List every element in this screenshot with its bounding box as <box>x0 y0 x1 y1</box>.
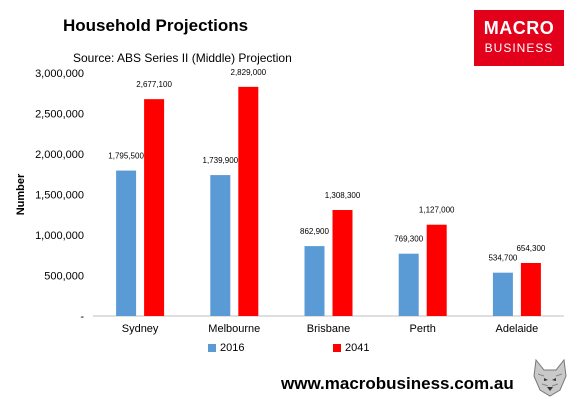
wolf-mascot-icon <box>528 356 572 400</box>
y-axis-label: Number <box>15 173 27 215</box>
logo-line2: BUSINESS <box>484 41 554 55</box>
bar <box>304 246 325 316</box>
data-label: 862,900 <box>300 227 329 236</box>
website-url[interactable]: www.macrobusiness.com.au <box>281 374 514 393</box>
legend-item-2041: 2041 <box>333 342 369 354</box>
x-tick-label: Brisbane <box>307 323 350 335</box>
logo-background <box>474 10 564 66</box>
legend-item-2016: 2016 <box>208 342 244 354</box>
legend-label-2016: 2016 <box>220 342 245 354</box>
bar <box>116 170 137 316</box>
x-tick-label: Perth <box>410 323 436 335</box>
logo-line1: MACRO <box>483 18 555 38</box>
bar <box>492 272 513 316</box>
data-label: 654,300 <box>516 244 545 253</box>
bar <box>520 263 541 316</box>
y-tick-label: 1,500,000 <box>35 190 84 202</box>
data-label: 1,308,300 <box>325 191 361 200</box>
chart-source: Source: ABS Series II (Middle) Projectio… <box>73 51 292 65</box>
y-tick-label: 2,000,000 <box>35 149 84 161</box>
data-label: 1,795,500 <box>108 152 144 161</box>
bar <box>398 253 419 316</box>
data-label: 1,127,000 <box>419 206 455 215</box>
bar <box>238 86 259 316</box>
chart-title: Household Projections <box>63 16 249 35</box>
bar <box>210 175 231 316</box>
bar <box>332 210 353 316</box>
y-tick-label: 500,000 <box>44 271 84 283</box>
y-tick-label: 3,000,000 <box>35 68 84 80</box>
bar <box>144 99 165 316</box>
x-tick-label: Sydney <box>122 323 159 335</box>
macrobusiness-logo: MACRO BUSINESS <box>474 10 564 66</box>
y-tick-label: 1,000,000 <box>35 230 84 242</box>
x-tick-label: Adelaide <box>495 323 538 335</box>
data-label: 769,300 <box>394 235 423 244</box>
bar <box>426 224 447 316</box>
legend-swatch-2041 <box>333 344 341 352</box>
data-label: 2,677,100 <box>136 80 172 89</box>
legend-swatch-2016 <box>208 344 216 352</box>
x-tick-label: Melbourne <box>208 323 260 335</box>
data-label: 1,739,900 <box>203 156 239 165</box>
data-label: 2,829,000 <box>231 68 267 77</box>
legend-label-2041: 2041 <box>345 342 370 354</box>
y-tick-label: 2,500,000 <box>35 109 84 121</box>
data-label: 534,700 <box>488 254 517 263</box>
y-tick-label: - <box>80 311 84 323</box>
